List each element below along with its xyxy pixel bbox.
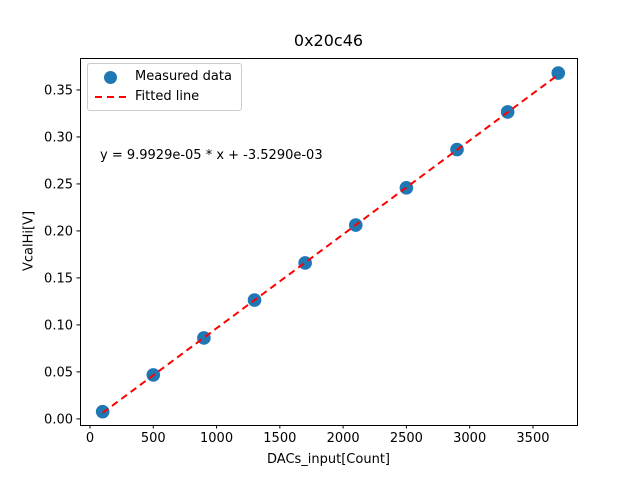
legend-handle (95, 95, 126, 99)
x-axis-tick-label: 500 (141, 431, 166, 446)
legend-label-fitted-line: Fitted line (135, 89, 200, 104)
x-axis-tick-label: 2000 (327, 431, 360, 446)
y-axis-tick-label: 0.30 (44, 130, 73, 145)
y-axis-tick-label: 0.35 (44, 83, 73, 98)
y-axis-tick-label: 0.05 (44, 365, 73, 380)
plot-border (80, 58, 578, 426)
y-axis-label: VcalHi[V] (21, 210, 37, 272)
y-axis-tick-label: 0.25 (44, 177, 73, 192)
y-axis-tick-label: 0.00 (44, 412, 73, 427)
legend-entry-measured-data: Measured data (95, 67, 232, 87)
legend-handle (95, 70, 126, 84)
x-axis-tick-label: 1500 (263, 431, 296, 446)
y-axis-tick-label: 0.10 (44, 318, 73, 333)
y-axis-tick-label: 0.15 (44, 271, 73, 286)
x-axis-tick-label: 0 (86, 431, 94, 446)
legend-dashed-line-icon (95, 95, 126, 99)
legend-label-measured-data: Measured data (135, 69, 232, 84)
fitted-line (102, 73, 559, 414)
x-axis-tick-label: 3000 (453, 431, 486, 446)
fit-equation-annotation: y = 9.9929e-05 * x + -3.5290e-03 (100, 148, 323, 163)
legend: Measured data Fitted line (87, 63, 242, 111)
x-axis-label: DACs_input[Count] (267, 452, 390, 467)
x-axis-tick-label: 1000 (200, 431, 233, 446)
legend-entry-fitted-line: Fitted line (95, 87, 232, 107)
x-axis-tick-label: 3500 (516, 431, 549, 446)
x-axis-tick-label: 2500 (390, 431, 423, 446)
y-axis-tick-label: 0.20 (44, 224, 73, 239)
chart-title: 0x20c46 (293, 31, 364, 50)
legend-marker-icon (104, 70, 117, 84)
